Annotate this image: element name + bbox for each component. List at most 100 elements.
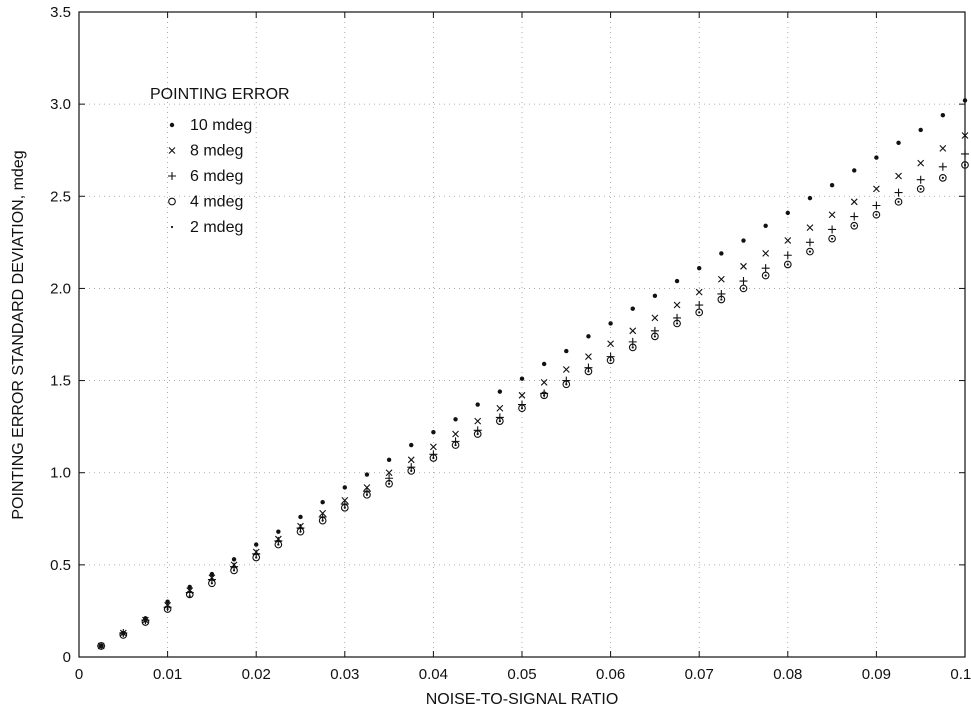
data-point [831, 237, 834, 240]
data-point [496, 404, 504, 412]
data-point [431, 429, 436, 435]
legend-marker [170, 225, 174, 229]
y-tick-label: 0.5 [50, 557, 71, 574]
data-point [386, 457, 392, 463]
data-point [719, 251, 724, 256]
data-point [828, 225, 837, 234]
series-4-mdeg [97, 161, 969, 650]
data-point [739, 284, 748, 293]
data-point [961, 149, 969, 158]
data-point [298, 514, 303, 520]
data-point [652, 293, 658, 298]
data-point [230, 566, 238, 575]
x-tick-label: 0.06 [596, 666, 625, 683]
data-point [365, 493, 369, 496]
data-point [631, 346, 634, 349]
y-axis-title: POINTING ERROR STANDARD DEVIATION, mdeg [10, 150, 27, 519]
data-point [519, 376, 525, 381]
data-point [695, 301, 704, 310]
data-point [717, 275, 725, 283]
data-point [299, 530, 302, 533]
data-point [919, 187, 922, 191]
legend-marker [168, 197, 176, 206]
data-point [473, 430, 482, 438]
y-tick-label: 2.0 [50, 280, 71, 297]
data-point [586, 334, 591, 339]
data-point [740, 262, 747, 270]
data-point [543, 394, 546, 397]
y-tick-label: 1.5 [50, 373, 71, 390]
data-point [254, 542, 259, 547]
data-point [454, 443, 457, 447]
data-point [695, 288, 703, 296]
legend-label: 8 mdeg [190, 143, 243, 160]
data-point [741, 238, 746, 243]
data-point [806, 247, 814, 256]
y-tick-label: 3.5 [50, 4, 71, 21]
data-point [764, 274, 767, 277]
data-point [894, 197, 903, 206]
plot-frame [78, 11, 966, 658]
data-point [874, 155, 879, 160]
data-point [784, 237, 792, 244]
data-point [761, 264, 770, 273]
data-point [540, 379, 548, 386]
data-point [828, 211, 836, 219]
data-point [829, 183, 835, 188]
data-point [961, 132, 969, 139]
data-point [805, 238, 814, 247]
legend-label: 10 mdeg [190, 117, 252, 134]
data-point [808, 250, 812, 253]
data-point [474, 417, 482, 425]
data-point [587, 370, 590, 373]
series-2-mdeg [100, 163, 967, 648]
data-point [940, 113, 946, 118]
data-point [564, 348, 569, 354]
y-tick-label: 2.5 [50, 188, 71, 205]
data-point [188, 595, 191, 598]
data-point [540, 391, 549, 400]
data-point [628, 343, 637, 352]
data-point [453, 417, 458, 422]
data-point [320, 500, 325, 505]
data-point [938, 174, 947, 182]
data-point [962, 98, 968, 103]
data-point [873, 185, 880, 193]
data-point [562, 380, 571, 389]
x-tick-label: 0.09 [862, 666, 891, 683]
data-point [144, 620, 147, 624]
data-point [363, 490, 371, 499]
data-point [276, 529, 281, 534]
data-point [785, 210, 790, 216]
data-point [916, 175, 925, 184]
data-point [673, 313, 682, 322]
data-point [321, 519, 324, 522]
data-point [916, 185, 925, 193]
data-point [897, 200, 900, 203]
y-tick-label: 0 [63, 649, 71, 666]
data-point [695, 308, 704, 317]
data-point [187, 584, 192, 590]
data-point [584, 367, 593, 376]
data-point [364, 472, 370, 477]
data-point [850, 212, 859, 221]
data-point [783, 251, 792, 260]
data-point [497, 389, 503, 394]
y-tick-label: 1.0 [50, 465, 71, 482]
data-point [872, 210, 881, 219]
data-point [895, 172, 902, 180]
legend-marker [168, 147, 176, 154]
data-point [97, 642, 105, 650]
data-point [651, 332, 659, 341]
data-point [274, 540, 283, 549]
data-point [343, 506, 346, 509]
data-point [917, 159, 925, 167]
legend-marker [169, 122, 175, 128]
data-point [850, 198, 858, 206]
data-point [496, 417, 504, 425]
x-tick-label: 0.03 [330, 666, 359, 683]
x-tick-label: 0.07 [685, 666, 714, 683]
data-point [452, 430, 459, 438]
data-point [255, 556, 258, 559]
